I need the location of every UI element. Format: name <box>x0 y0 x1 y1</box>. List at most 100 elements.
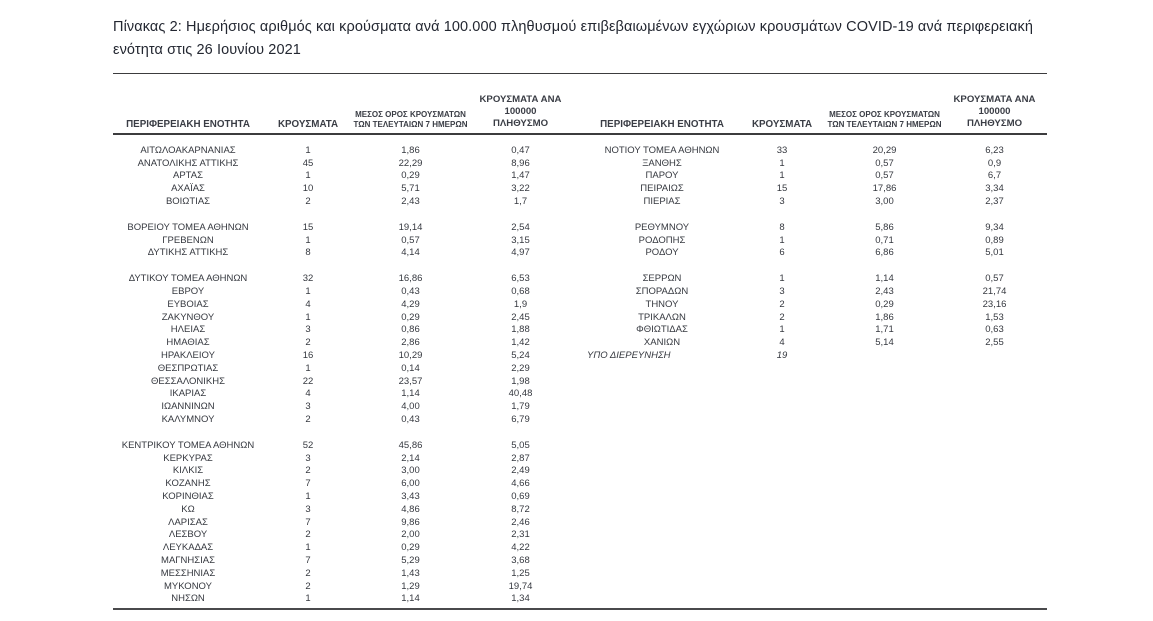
cases-cell: 2 <box>305 567 311 579</box>
cases-cell: 45 <box>302 157 314 169</box>
table-group: ΔΥΤΙΚΟΥ ΤΟΜΕΑ ΑΘΗΝΩΝ 32 16,86 6,53 ΕΒΡΟΥ 1 0,4… <box>113 272 573 426</box>
per-cell: 1,7 <box>513 196 528 208</box>
table-row: ΚΟΖΑΝΗΣ 7 6,00 4,66 <box>113 477 573 490</box>
col-header-avg7: ΜΕΣΟΣ ΟΡΟΣ ΚΡΟΥΣΜΑΤΩΝ ΤΩΝ ΤΕΛΕΥΤΑΙΩΝ 7 Η… <box>353 110 468 133</box>
avg-cell: 0,57 <box>875 170 894 182</box>
avg-cell: 3,00 <box>875 196 894 208</box>
region-cell: ΦΘΙΩΤΙΔΑΣ <box>636 324 688 336</box>
table-row: ΜΑΓΝΗΣΙΑΣ 7 5,29 3,68 <box>113 554 573 567</box>
page-content: Πίνακας 2: Ημερήσιος αριθμός και κρούσμα… <box>113 0 1047 611</box>
per-cell: 6,23 <box>985 144 1004 156</box>
region-cell: ΤΗΝΟΥ <box>645 298 679 310</box>
per-cell: 2,37 <box>985 196 1004 208</box>
table-group: ΑΙΤΩΛΟΑΚΑΡΝΑΝΙΑΣ 1 1,86 0,47 ΑΝΑΤΟΛΙΚΗΣ ΑΤΤΙ… <box>113 144 573 208</box>
table-row: ΚΕΡΚΥΡΑΣ 3 2,14 2,87 <box>113 452 573 465</box>
avg-cell: 6,00 <box>401 478 420 490</box>
avg-cell: 2,43 <box>401 196 420 208</box>
col-header-per100k-line2: ΠΛΗΘΥΣΜΟ <box>966 117 1023 129</box>
table-row: ΥΠΟ ΔΙΕΡΕΥΝΗΣΗ 19 <box>587 349 1047 362</box>
cases-cell: 2 <box>305 196 311 208</box>
region-cell: ΣΕΡΡΩΝ <box>642 273 682 285</box>
region-cell: ΑΧΑΪΑΣ <box>171 183 205 195</box>
table-row: ΠΕΙΡΑΙΩΣ 15 17,86 3,34 <box>587 182 1047 195</box>
col-header-per100k: ΚΡΟΥΣΜΑΤΑ ΑΝΑ 100000 ΠΛΗΘΥΣΜΟ <box>468 94 573 133</box>
region-cell: ΜΕΣΣΗΝΙΑΣ <box>160 567 216 579</box>
per-cell: 0,47 <box>511 144 530 156</box>
avg-cell: 4,86 <box>401 503 420 515</box>
per-cell: 2,49 <box>511 465 530 477</box>
cases-cell: 3 <box>779 196 785 208</box>
cases-cell: 3 <box>305 401 311 413</box>
avg-cell: 0,43 <box>401 286 420 298</box>
table-row: ΛΕΥΚΑΔΑΣ 1 0,29 4,22 <box>113 541 573 554</box>
cases-cell: 8 <box>779 221 785 233</box>
col-header-avg7: ΜΕΣΟΣ ΟΡΟΣ ΚΡΟΥΣΜΑΤΩΝ ΤΩΝ ΤΕΛΕΥΤΑΙΩΝ 7 Η… <box>827 110 942 133</box>
avg-cell: 1,14 <box>401 388 420 400</box>
region-cell: ΝΗΣΩΝ <box>171 593 205 605</box>
cases-cell: 1 <box>305 362 311 374</box>
avg-cell: 10,29 <box>398 350 423 361</box>
table-row: ΞΑΝΘΗΣ 1 0,57 0,9 <box>587 157 1047 170</box>
avg-cell: 1,14 <box>401 593 420 605</box>
per-cell: 1,9 <box>513 298 528 310</box>
per-cell: 0,9 <box>987 157 1002 169</box>
table-row: ΤΡΙΚΑΛΩΝ 2 1,86 1,53 <box>587 311 1047 324</box>
table-row: ΑΙΤΩΛΟΑΚΑΡΝΑΝΙΑΣ 1 1,86 0,47 <box>113 144 573 157</box>
region-cell: ΥΠΟ ΔΙΕΡΕΥΝΗΣΗ <box>587 350 671 361</box>
avg-cell: 22,29 <box>398 157 423 169</box>
cases-cell: 3 <box>305 503 311 515</box>
cases-cell: 1 <box>305 490 311 502</box>
per-cell: 23,16 <box>982 298 1007 310</box>
avg-cell: 3,43 <box>401 490 420 502</box>
per-cell: 1,53 <box>985 311 1004 323</box>
avg-cell: 5,86 <box>875 221 894 233</box>
table-row: ΒΟΡΕΙΟΥ ΤΟΜΕΑ ΑΘΗΝΩΝ 15 19,14 2,54 <box>113 221 573 234</box>
per-cell: 1,42 <box>511 337 530 349</box>
cases-cell: 2 <box>305 337 311 349</box>
cases-cell: 7 <box>305 478 311 490</box>
per-cell: 2,29 <box>511 362 530 374</box>
region-cell: ΗΡΑΚΛΕΙΟΥ <box>161 350 215 361</box>
region-cell: ΡΟΔΟΥ <box>645 247 679 259</box>
table-row: ΚΙΛΚΙΣ 2 3,00 2,49 <box>113 464 573 477</box>
avg-cell: 2,43 <box>875 286 894 298</box>
per-cell: 6,79 <box>511 413 530 425</box>
avg-cell: 9,86 <box>401 516 420 528</box>
cases-cell: 19 <box>776 350 788 361</box>
col-header-per100k-line2: ΠΛΗΘΥΣΜΟ <box>492 117 549 129</box>
table-row: ΗΡΑΚΛΕΙΟΥ 16 10,29 5,24 <box>113 349 573 362</box>
cases-cell: 1 <box>305 311 311 323</box>
per-cell: 40,48 <box>508 388 533 400</box>
table-row: ΚΟΡΙΝΘΙΑΣ 1 3,43 0,69 <box>113 490 573 503</box>
table-row: ΧΑΝΙΩΝ 4 5,14 2,55 <box>587 336 1047 349</box>
avg-cell: 45,86 <box>398 439 423 451</box>
avg-cell: 0,71 <box>875 234 894 246</box>
avg-cell: 6,86 <box>875 247 894 259</box>
table-group: ΝΟΤΙΟΥ ΤΟΜΕΑ ΑΘΗΝΩΝ 33 20,29 6,23 ΞΑΝΘΗΣ 1 0,5… <box>587 144 1047 208</box>
per-cell: 2,31 <box>511 529 530 541</box>
region-cell: ΚΟΖΑΝΗΣ <box>165 478 211 490</box>
table-body: ΑΙΤΩΛΟΑΚΑΡΝΑΝΙΑΣ 1 1,86 0,47 ΑΝΑΤΟΛΙΚΗΣ ΑΤΤΙ… <box>113 135 1047 611</box>
region-cell: ΙΚΑΡΙΑΣ <box>169 388 207 400</box>
table-row: ΑΝΑΤΟΛΙΚΗΣ ΑΤΤΙΚΗΣ 45 22,29 8,96 <box>113 157 573 170</box>
avg-cell: 1,86 <box>401 144 420 156</box>
per-cell: 2,55 <box>985 337 1004 349</box>
avg-cell: 0,29 <box>401 311 420 323</box>
region-cell: ΡΟΔΟΠΗΣ <box>638 234 686 246</box>
col-header-region: ΠΕΡΙΦΕΡΕΙΑΚΗ ΕΝΟΤΗΤΑ <box>126 118 250 130</box>
table-right-column: ΝΟΤΙΟΥ ΤΟΜΕΑ ΑΘΗΝΩΝ 33 20,29 6,23 ΞΑΝΘΗΣ 1 0,5… <box>587 144 1047 362</box>
avg-cell: 3,00 <box>401 465 420 477</box>
avg-cell: 5,14 <box>875 337 894 349</box>
per-cell: 3,15 <box>511 234 530 246</box>
per-cell: 3,34 <box>985 183 1004 195</box>
avg-cell: 0,14 <box>401 362 420 374</box>
cases-cell: 1 <box>779 273 785 285</box>
per-cell: 1,25 <box>511 567 530 579</box>
table-row: ΛΕΣΒΟΥ 2 2,00 2,31 <box>113 528 573 541</box>
region-cell: ΘΕΣΠΡΩΤΙΑΣ <box>157 362 219 374</box>
table-row: ΗΜΑΘΙΑΣ 2 2,86 1,42 <box>113 336 573 349</box>
per-cell: 4,66 <box>511 478 530 490</box>
table-row: ΗΛΕΙΑΣ 3 0,86 1,88 <box>113 324 573 337</box>
per-cell: 6,53 <box>511 273 530 285</box>
